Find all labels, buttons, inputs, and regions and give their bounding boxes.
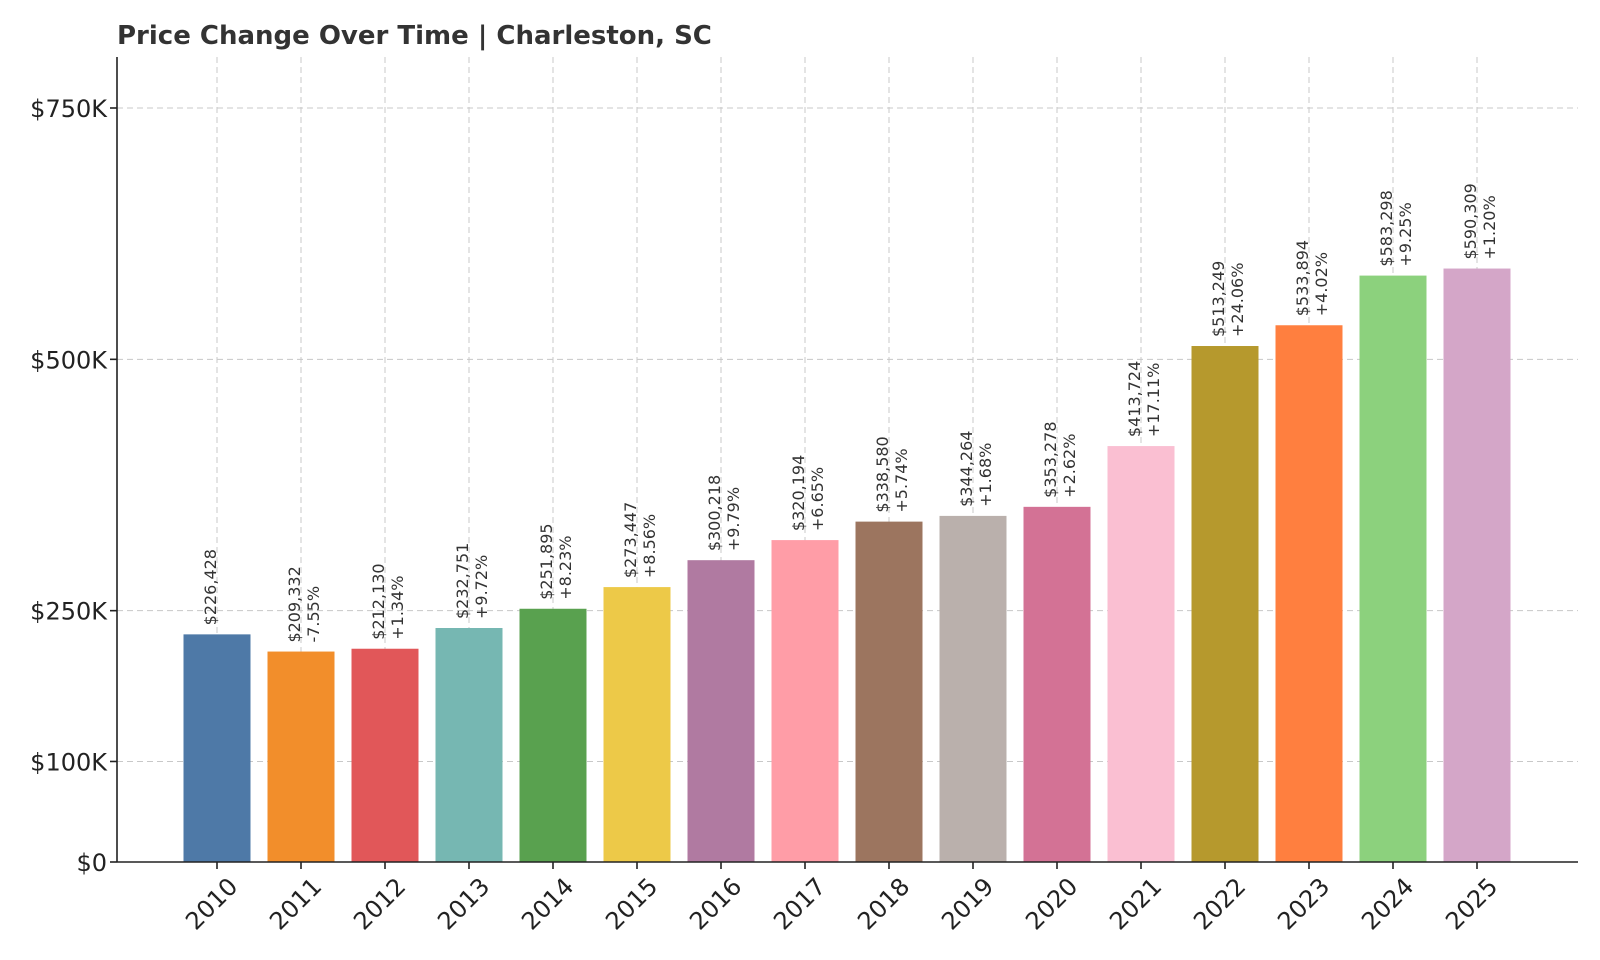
bar-value-label: $590,309 — [1461, 183, 1480, 259]
bar-change-label: +6.65% — [808, 467, 827, 531]
bar-change-label: +2.62% — [1060, 434, 1079, 498]
bar-2017 — [771, 540, 839, 862]
bar-change-label: +4.02% — [1312, 252, 1331, 316]
x-tick-label: 2019 — [936, 872, 999, 935]
chart-title: Price Change Over Time | Charleston, SC — [117, 21, 712, 51]
bar-value-label: $273,447 — [621, 502, 640, 578]
bar-change-label: +5.74% — [892, 448, 911, 512]
bar-change-label: +8.56% — [640, 514, 659, 578]
grid-lines — [117, 57, 1578, 862]
x-tick-label: 2018 — [852, 872, 915, 935]
bar-value-label: $212,130 — [369, 563, 388, 639]
y-tick-label: $750K — [30, 95, 108, 123]
axes — [116, 57, 1578, 863]
y-tick-label: $0 — [76, 849, 107, 877]
x-tick-label: 2017 — [768, 872, 831, 935]
bar-value-label: $344,264 — [957, 431, 976, 507]
x-tick-label: 2020 — [1020, 872, 1083, 935]
bar-value-label: $251,895 — [537, 523, 556, 599]
bar-2016 — [687, 560, 755, 862]
bar-change-label: +9.25% — [1396, 202, 1415, 266]
bar-change-label: +9.79% — [724, 487, 743, 551]
x-tick-label: 2014 — [516, 872, 579, 935]
bar-value-label: $320,194 — [789, 455, 808, 531]
x-tick-label: 2016 — [684, 872, 747, 935]
bar-change-label: +9.72% — [472, 555, 491, 619]
y-tick-label: $100K — [30, 748, 108, 776]
bar-2015 — [603, 587, 671, 862]
x-tick-label: 2015 — [600, 872, 663, 935]
bar-2021 — [1107, 446, 1175, 862]
data-labels: $226,428 $209,332 -7.55% $212,130 +1.34% $232… — [201, 183, 1499, 642]
bar-2022 — [1191, 346, 1259, 862]
x-tick-labels: 2010 2011 2012 2013 2014 2015 2016 2017 2018 2019… — [180, 862, 1503, 935]
bar-change-label: +1.20% — [1480, 195, 1499, 259]
bar-value-label: $353,278 — [1041, 421, 1060, 497]
x-tick-label: 2021 — [1104, 872, 1167, 935]
bar-2011 — [267, 651, 335, 862]
bar-value-label: $513,249 — [1209, 261, 1228, 337]
y-tick-label: $500K — [30, 346, 108, 374]
bar-2014 — [519, 608, 587, 862]
bar-change-label: -7.55% — [304, 586, 323, 643]
bar-value-label: $300,218 — [705, 475, 724, 551]
bar-value-label: $226,428 — [201, 549, 220, 625]
bar-2010 — [183, 634, 251, 862]
x-tick-label: 2010 — [180, 872, 243, 935]
bar-value-label: $209,332 — [285, 566, 304, 642]
bar-2024 — [1359, 275, 1427, 862]
bar-value-label: $413,724 — [1125, 361, 1144, 437]
bar-2013 — [435, 628, 503, 862]
y-tick-label: $250K — [30, 598, 108, 626]
bar-change-label: +1.68% — [976, 443, 995, 507]
bar-change-label: +1.34% — [388, 576, 407, 640]
bar-change-label: +17.11% — [1144, 363, 1163, 437]
x-tick-label: 2025 — [1440, 872, 1503, 935]
x-tick-label: 2022 — [1188, 872, 1251, 935]
bar-2012 — [351, 648, 419, 862]
x-tick-label: 2012 — [348, 872, 411, 935]
bar-change-label: +8.23% — [556, 536, 575, 600]
bars — [183, 268, 1511, 863]
x-tick-label: 2011 — [264, 872, 327, 935]
bar-2018 — [855, 521, 923, 862]
y-tick-labels: $0 $100K $250K $500K $750K — [30, 95, 117, 877]
bar-value-label: $338,580 — [873, 436, 892, 512]
x-tick-label: 2024 — [1356, 872, 1419, 935]
bar-value-label: $533,894 — [1293, 240, 1312, 316]
bar-2020 — [1023, 506, 1091, 862]
bar-2023 — [1275, 325, 1343, 863]
bar-value-label: $232,751 — [453, 543, 472, 619]
bar-2025 — [1443, 268, 1511, 862]
bar-2019 — [939, 515, 1007, 862]
bar-change-label: +24.06% — [1228, 263, 1247, 337]
x-tick-label: 2023 — [1272, 872, 1335, 935]
bar-value-label: $583,298 — [1377, 190, 1396, 266]
x-tick-label: 2013 — [432, 872, 495, 935]
